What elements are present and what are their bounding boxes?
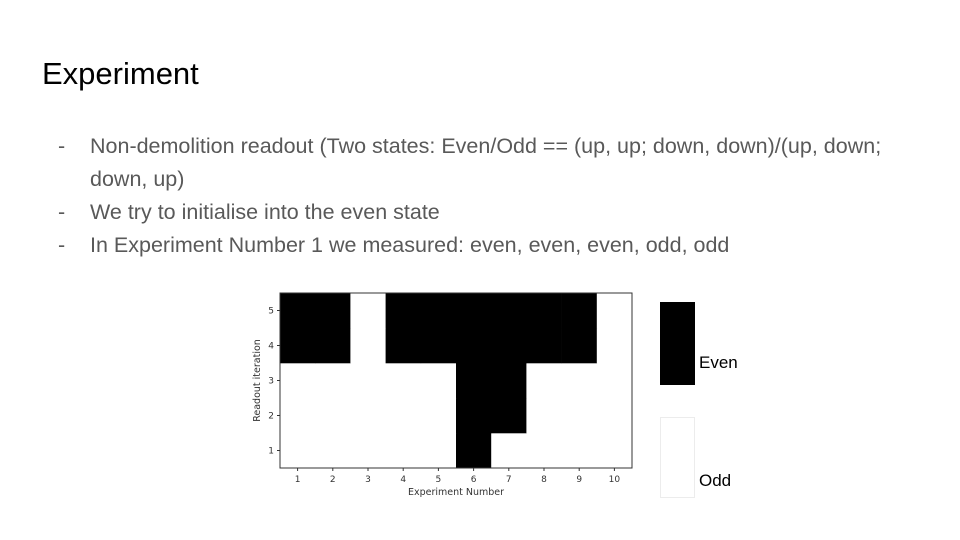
heatmap-cell bbox=[420, 328, 457, 364]
heatmap-cell bbox=[596, 398, 633, 434]
heatmap-cell bbox=[315, 363, 351, 399]
heatmap-cell bbox=[596, 328, 633, 364]
heatmap-cell bbox=[561, 293, 598, 329]
heatmap-cell bbox=[491, 363, 527, 399]
heatmap-cell bbox=[315, 398, 351, 434]
bullet-dash: - bbox=[58, 134, 66, 158]
bullet-text: We try to initialise into the even state bbox=[90, 200, 440, 224]
slide-title: Experiment bbox=[42, 56, 199, 91]
x-tick-label: 8 bbox=[541, 475, 547, 485]
heatmap-cell bbox=[385, 363, 422, 399]
y-tick-label: 5 bbox=[268, 307, 274, 317]
heatmap-cell bbox=[350, 293, 386, 329]
legend-swatch-even bbox=[660, 302, 695, 385]
heatmap-cell bbox=[420, 433, 457, 469]
heatmap-cell bbox=[596, 363, 633, 399]
bullet-text: In Experiment Number 1 we measured: even… bbox=[90, 233, 730, 257]
heatmap-cell bbox=[280, 328, 316, 364]
heatmap-cell bbox=[456, 398, 492, 434]
heatmap-cell bbox=[420, 363, 457, 399]
y-tick-label: 4 bbox=[268, 342, 274, 352]
x-axis-label: Experiment Number bbox=[408, 487, 504, 498]
heatmap-cell bbox=[350, 398, 386, 434]
heatmap-cell bbox=[526, 433, 562, 469]
heatmap-cell bbox=[315, 433, 351, 469]
heatmap-cell bbox=[561, 328, 598, 364]
heatmap-cell bbox=[280, 363, 316, 399]
legend-label-odd: Odd bbox=[699, 471, 732, 490]
heatmap-cell bbox=[491, 433, 527, 469]
heatmap-cell bbox=[491, 293, 527, 329]
x-tick-label: 1 bbox=[295, 475, 301, 485]
y-tick-label: 3 bbox=[268, 377, 274, 387]
y-tick-label: 2 bbox=[268, 412, 274, 422]
x-tick-label: 5 bbox=[436, 475, 442, 485]
heatmap-cell bbox=[350, 328, 386, 364]
x-tick-label: 4 bbox=[400, 475, 406, 485]
heatmap-cell bbox=[456, 433, 492, 469]
heatmap-cell bbox=[526, 293, 562, 329]
bullet-dash: - bbox=[58, 200, 66, 224]
heatmap-cell bbox=[561, 398, 598, 434]
heatmap-cell bbox=[385, 328, 422, 364]
bullet-item: - Non-demolition readout (Two states: Eve… bbox=[58, 130, 928, 196]
heatmap-cell bbox=[491, 398, 527, 434]
heatmap-cell bbox=[385, 433, 422, 469]
heatmap-cell bbox=[350, 363, 386, 399]
heatmap-cell bbox=[315, 328, 351, 364]
legend-swatch-odd bbox=[660, 417, 695, 498]
bullet-dash: - bbox=[58, 233, 66, 257]
heatmap-cell bbox=[385, 293, 422, 329]
heatmap-cell bbox=[596, 433, 633, 469]
heatmap-cell bbox=[420, 398, 457, 434]
bullet-item: - In Experiment Number 1 we measured: eve… bbox=[58, 229, 928, 262]
heatmap-cell bbox=[315, 293, 351, 329]
heatmap-chart: 1 2 3 4 5 6 7 8 9 10 1 2 3 4 5 Experiment Number Readout… bbox=[252, 292, 633, 498]
heatmap-cell bbox=[280, 398, 316, 434]
heatmap-cell bbox=[350, 433, 386, 469]
x-tick-label: 7 bbox=[506, 475, 512, 485]
heatmap-cell bbox=[491, 328, 527, 364]
heatmap-cell bbox=[561, 433, 598, 469]
legend-label-even: Even bbox=[699, 353, 738, 372]
x-tick-label: 9 bbox=[576, 475, 582, 485]
heatmap-cell bbox=[385, 398, 422, 434]
heatmap-cell bbox=[596, 293, 633, 329]
x-tick-label: 2 bbox=[330, 475, 336, 485]
y-tick-label: 1 bbox=[268, 447, 274, 457]
y-axis-label: Readout iteration bbox=[252, 339, 263, 422]
heatmap-cell bbox=[561, 363, 598, 399]
heatmap-cell bbox=[456, 363, 492, 399]
x-tick-label: 3 bbox=[365, 475, 371, 485]
heatmap-cell bbox=[456, 293, 492, 329]
bullet-list: - Non-demolition readout (Two states: Eve… bbox=[58, 130, 928, 262]
heatmap-cell bbox=[526, 398, 562, 434]
heatmap-cell bbox=[526, 363, 562, 399]
heatmap-cell bbox=[280, 293, 316, 329]
bullet-text: Non-demolition readout (Two states: Even… bbox=[90, 134, 882, 191]
x-tick-label: 6 bbox=[471, 475, 477, 485]
x-tick-label: 10 bbox=[609, 475, 621, 485]
heatmap-cell bbox=[420, 293, 457, 329]
heatmap-cell bbox=[280, 433, 316, 469]
heatmap-cell bbox=[456, 328, 492, 364]
bullet-item: - We try to initialise into the even stat… bbox=[58, 196, 928, 229]
heatmap-cell bbox=[526, 328, 562, 364]
